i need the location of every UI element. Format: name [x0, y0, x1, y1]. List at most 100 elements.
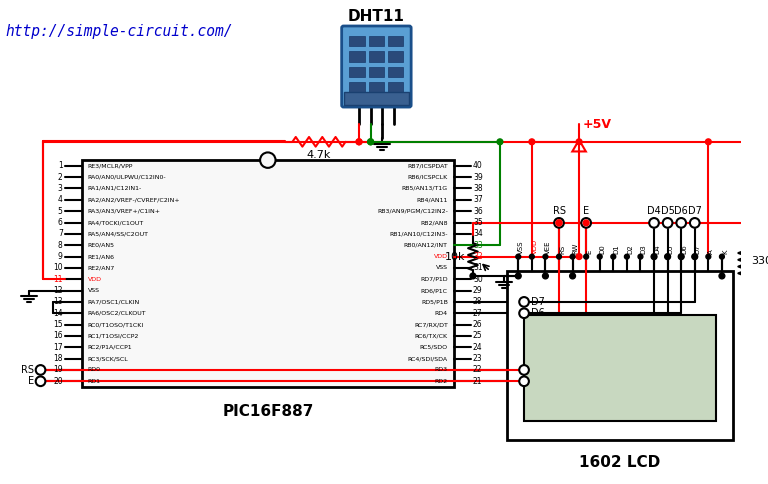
Circle shape: [543, 254, 548, 259]
Bar: [388, 36, 403, 46]
Text: RC0/T1OSO/T1CKI: RC0/T1OSO/T1CKI: [88, 322, 144, 327]
Text: 31: 31: [473, 263, 482, 272]
Circle shape: [356, 139, 362, 145]
Text: D6: D6: [674, 206, 688, 216]
Text: 3: 3: [58, 184, 63, 193]
Text: RB5/AN13/T1G: RB5/AN13/T1G: [402, 186, 448, 191]
Text: A: A: [708, 249, 714, 254]
Bar: [349, 82, 365, 92]
Text: 20: 20: [53, 377, 63, 386]
Circle shape: [651, 254, 657, 259]
Text: D6: D6: [681, 244, 687, 254]
Text: D3: D3: [641, 244, 647, 254]
Text: RA1/AN1/C12IN1-: RA1/AN1/C12IN1-: [88, 186, 142, 191]
Bar: [388, 66, 403, 77]
Circle shape: [720, 254, 724, 259]
Text: RS: RS: [21, 365, 34, 375]
Circle shape: [570, 273, 575, 279]
Text: RB1/AN10/C12IN3-: RB1/AN10/C12IN3-: [389, 231, 448, 236]
FancyBboxPatch shape: [342, 26, 411, 107]
Bar: [349, 36, 365, 46]
Circle shape: [519, 308, 529, 318]
Text: RC2/P1A/CCP1: RC2/P1A/CCP1: [88, 345, 132, 350]
Text: 17: 17: [53, 343, 63, 352]
Circle shape: [663, 218, 673, 227]
Circle shape: [576, 139, 582, 145]
Circle shape: [557, 254, 561, 259]
Text: VSS: VSS: [518, 240, 525, 254]
Circle shape: [581, 218, 591, 227]
Text: 18: 18: [53, 354, 63, 363]
Circle shape: [584, 254, 588, 259]
Circle shape: [260, 152, 276, 168]
Text: RE1/AN6: RE1/AN6: [88, 254, 115, 259]
Text: 8: 8: [58, 241, 63, 250]
Text: D4: D4: [531, 376, 545, 386]
Text: RA0/AN0/ULPWU/C12IN0-: RA0/AN0/ULPWU/C12IN0-: [88, 175, 167, 180]
Circle shape: [519, 377, 529, 386]
Text: 27: 27: [473, 309, 482, 318]
Circle shape: [693, 254, 697, 259]
Text: D7: D7: [695, 244, 700, 254]
Text: 7: 7: [58, 229, 63, 238]
Circle shape: [519, 297, 529, 307]
Bar: [507, 271, 733, 440]
Text: RC3/SCK/SCL: RC3/SCK/SCL: [88, 356, 128, 361]
Text: 12: 12: [53, 286, 63, 295]
Circle shape: [529, 254, 535, 259]
Circle shape: [35, 377, 45, 386]
Circle shape: [519, 365, 529, 375]
Circle shape: [624, 254, 629, 259]
Text: VDD: VDD: [88, 277, 102, 282]
Text: VDD: VDD: [434, 254, 448, 259]
Text: RD5/P1B: RD5/P1B: [421, 300, 448, 304]
Text: 24: 24: [473, 343, 482, 352]
Bar: [369, 51, 384, 61]
Text: RD6/P1C: RD6/P1C: [421, 288, 448, 293]
Bar: [524, 315, 716, 421]
Text: 5: 5: [58, 207, 63, 216]
Text: RC7/RX/DT: RC7/RX/DT: [414, 322, 448, 327]
Text: RB0/AN12/INT: RB0/AN12/INT: [404, 242, 448, 248]
Circle shape: [470, 273, 476, 279]
Circle shape: [706, 254, 710, 259]
Text: E: E: [586, 249, 592, 254]
Text: 11: 11: [53, 275, 63, 284]
Text: D5: D5: [667, 244, 674, 254]
Circle shape: [529, 139, 535, 145]
Text: RD3: RD3: [435, 367, 448, 373]
Text: 40: 40: [473, 161, 482, 170]
Text: 21: 21: [473, 377, 482, 386]
Text: 2: 2: [58, 173, 63, 182]
Text: 22: 22: [473, 365, 482, 375]
Text: D7: D7: [688, 206, 702, 216]
Circle shape: [368, 139, 373, 145]
Circle shape: [692, 254, 697, 259]
Circle shape: [570, 254, 575, 259]
Bar: [82, 160, 454, 387]
Circle shape: [556, 220, 562, 226]
Text: 33: 33: [473, 241, 482, 250]
Text: D1: D1: [614, 244, 619, 254]
Circle shape: [665, 254, 670, 259]
Bar: [349, 66, 365, 77]
Circle shape: [638, 254, 643, 259]
Circle shape: [356, 139, 362, 145]
Text: 4: 4: [58, 196, 63, 204]
Bar: [388, 51, 403, 61]
Text: K: K: [722, 249, 728, 254]
Text: RD7/P1D: RD7/P1D: [420, 277, 448, 282]
Text: 4.7k: 4.7k: [306, 151, 331, 161]
Text: VSS: VSS: [88, 288, 100, 293]
Text: RA6/OSC2/CLKOUT: RA6/OSC2/CLKOUT: [88, 311, 147, 316]
Text: 1602 LCD: 1602 LCD: [580, 455, 660, 470]
Text: 32: 32: [473, 252, 482, 261]
Text: +5V: +5V: [583, 118, 612, 131]
Circle shape: [497, 139, 503, 145]
Text: RD1: RD1: [88, 379, 101, 384]
Circle shape: [576, 254, 582, 259]
Text: 15: 15: [53, 320, 63, 329]
Text: RW: RW: [573, 242, 578, 254]
Text: 29: 29: [473, 286, 482, 295]
Text: RB3/AN9/PGM/C12IN2-: RB3/AN9/PGM/C12IN2-: [377, 209, 448, 213]
